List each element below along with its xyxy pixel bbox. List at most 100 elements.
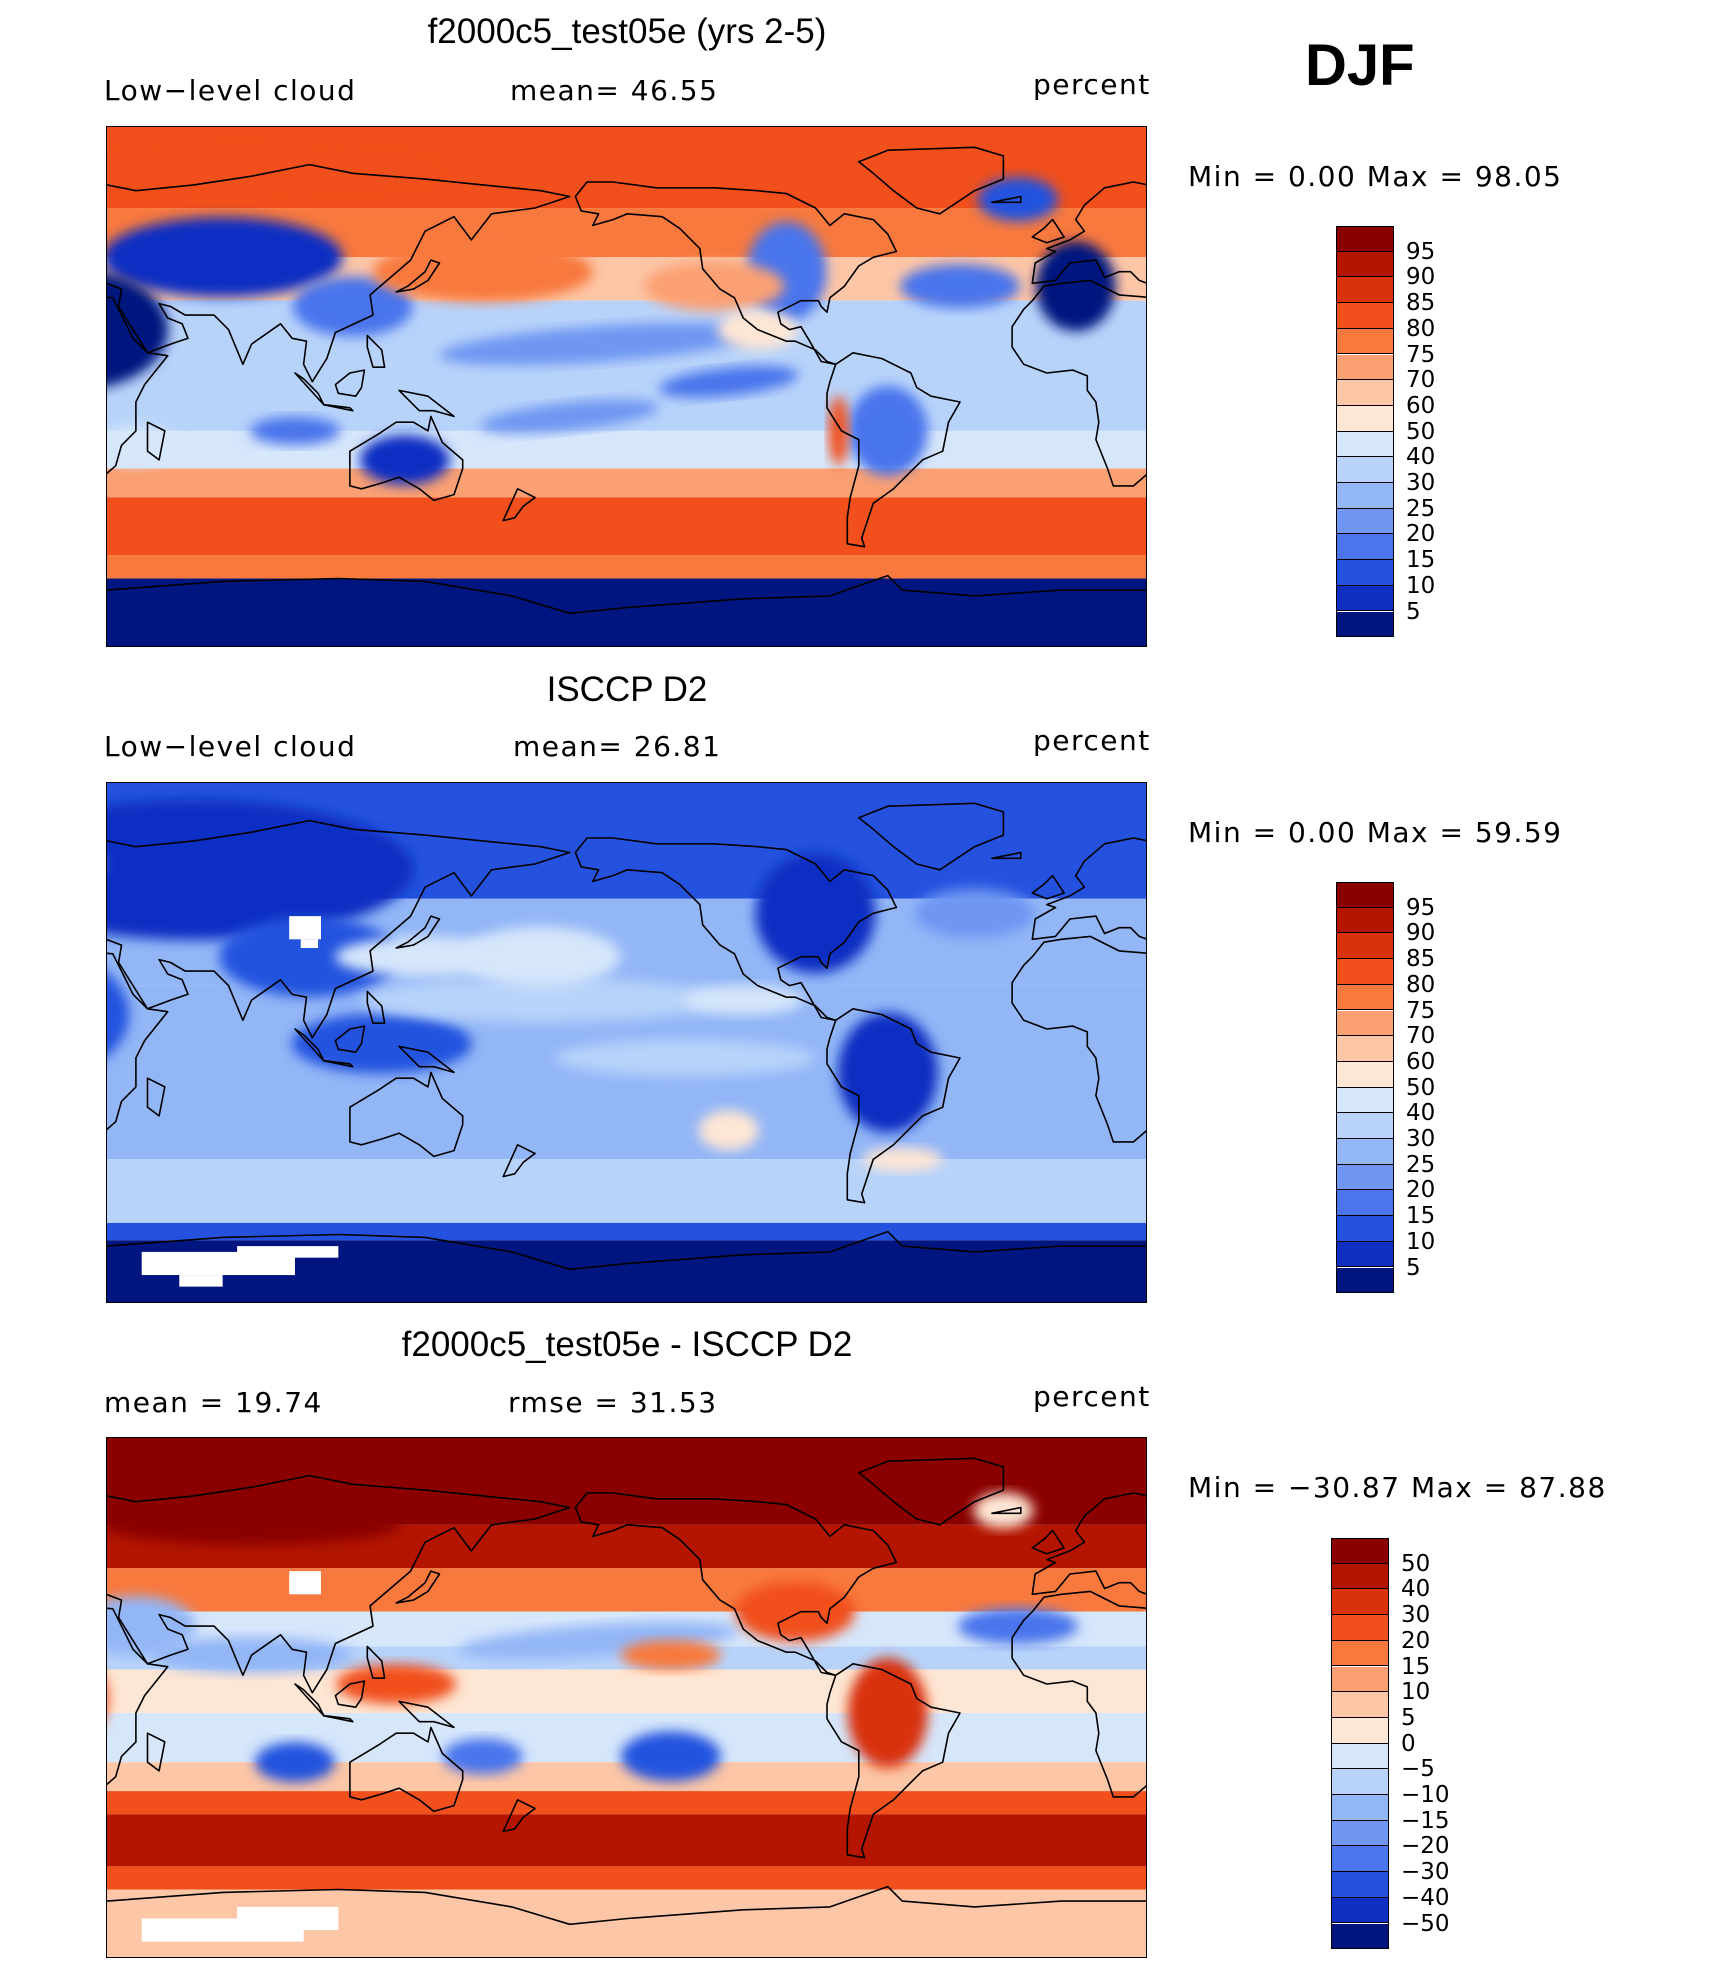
coastline: [1011, 935, 1146, 1143]
colorbar-swatch: [1336, 303, 1394, 329]
colorbar-swatch: [1336, 354, 1394, 381]
colorbar-level-label: 5: [1406, 598, 1421, 625]
colorbar-swatch: [1336, 1190, 1394, 1217]
colorbar-level-label: −30: [1401, 1859, 1450, 1886]
coastline: [858, 802, 1005, 871]
colorbar-swatch: [1336, 483, 1394, 509]
colorbar-swatch: [1336, 534, 1394, 561]
field-band: [107, 1222, 1146, 1241]
coastline: [1031, 1529, 1065, 1555]
coastline: [294, 1683, 325, 1717]
coastline: [398, 389, 455, 418]
coastline: [366, 1645, 386, 1679]
colorbar-level-label: −20: [1401, 1833, 1450, 1860]
coastlines: [107, 1457, 1146, 1926]
coastline: [574, 181, 898, 366]
min-max-label: Min = 0.00 Max = 98.05: [1188, 160, 1563, 193]
colorbar-level-label: 15: [1406, 1203, 1436, 1230]
colorbar-frame: [1331, 1538, 1389, 1950]
coastline: [502, 1799, 536, 1833]
colorbar-swatch: [1331, 1692, 1389, 1718]
colorbar-swatch: [1336, 457, 1394, 483]
colorbar-level-label: 75: [1406, 997, 1436, 1024]
coastline: [991, 1506, 1022, 1515]
field-blob: [900, 264, 1021, 309]
field-blob: [359, 434, 450, 485]
colorbar-level-label: 0: [1401, 1730, 1416, 1757]
field-band: [107, 468, 1146, 498]
coastline: [366, 990, 386, 1024]
colorbar-level-label: 95: [1406, 238, 1436, 265]
colorbar-swatch: [1331, 1743, 1389, 1770]
colorbar-swatch: [1331, 1717, 1389, 1744]
colorbar-swatch: [1336, 959, 1394, 985]
coastline: [1011, 279, 1146, 487]
panel-title: f2000c5_test05e (yrs 2-5): [427, 12, 827, 51]
colorbar-level-label: 70: [1406, 367, 1436, 394]
colorbar-swatch: [1336, 1139, 1394, 1165]
field-band: [107, 1814, 1146, 1867]
colorbar-level-label: 80: [1406, 315, 1436, 342]
colorbar-level-label: 30: [1406, 470, 1436, 496]
colorbar-swatch: [1331, 1666, 1389, 1693]
colorbar-level-label: −10: [1401, 1782, 1450, 1808]
field-band: [107, 555, 1146, 579]
colorbar-swatch: [1331, 1820, 1389, 1847]
coastline: [366, 334, 386, 368]
colorbar-level-label: 75: [1406, 341, 1436, 368]
colorbar-level-label: 15: [1401, 1653, 1431, 1680]
colorbar-swatch: [1336, 1164, 1394, 1191]
coastline: [1031, 874, 1065, 900]
colorbar-swatch: [1336, 380, 1394, 406]
field-blob: [107, 973, 130, 1057]
field-blob: [847, 385, 928, 476]
colorbar-swatch: [1336, 1010, 1394, 1037]
field-blob: [659, 365, 799, 398]
colorbar-swatch: [1336, 907, 1394, 934]
mean-label: mean= 26.81: [513, 730, 722, 763]
colorbar-swatch: [1331, 1538, 1389, 1564]
coastline: [858, 146, 1005, 215]
field-blob: [460, 926, 621, 987]
colorbar-level-label: 15: [1406, 547, 1436, 574]
coastline: [323, 1715, 354, 1723]
coastline: [858, 1457, 1005, 1526]
colorbar-swatch: [1331, 1769, 1389, 1795]
field-band: [107, 578, 1146, 646]
coastline: [395, 259, 441, 293]
coastline: [349, 1726, 464, 1813]
colorbar-level-label: 70: [1406, 1023, 1436, 1050]
coastline: [991, 195, 1022, 204]
field-blob: [837, 1012, 938, 1133]
coastline: [1031, 218, 1065, 244]
colorbar-swatch: [1336, 1087, 1394, 1114]
colorbar-level-label: 95: [1406, 894, 1436, 921]
colorbar-swatch: [1336, 984, 1394, 1011]
field-blob: [698, 1110, 759, 1151]
field-blob: [620, 1640, 721, 1671]
field-blob: [644, 261, 785, 312]
colorbar-level-label: 5: [1401, 1704, 1416, 1731]
colorbar-swatch: [1336, 560, 1394, 586]
colorbar-swatch: [1331, 1795, 1389, 1821]
coastline: [107, 952, 169, 1131]
colorbar-swatch: [1336, 1036, 1394, 1062]
field-blob: [107, 150, 438, 191]
field-blob: [442, 1738, 523, 1775]
coastlines: [107, 802, 1146, 1271]
coastline: [502, 1144, 536, 1178]
coastline: [991, 851, 1022, 860]
field-blob: [107, 1687, 109, 1710]
field-blob: [458, 1621, 739, 1660]
panel-title: ISCCP D2: [546, 670, 708, 709]
season-label: DJF: [1305, 33, 1415, 98]
colorbar-level-label: 60: [1406, 1048, 1436, 1075]
colorbar-level-label: 25: [1406, 495, 1436, 522]
colorbar-swatch: [1336, 508, 1394, 535]
field-band: [107, 1669, 1146, 1713]
missing-data: [289, 1571, 321, 1595]
colorbar-swatch: [1331, 1923, 1389, 1950]
units-label: percent: [1033, 1380, 1151, 1413]
colorbar-level-label: −50: [1401, 1910, 1450, 1937]
colorbar-frame: [1336, 882, 1394, 1294]
